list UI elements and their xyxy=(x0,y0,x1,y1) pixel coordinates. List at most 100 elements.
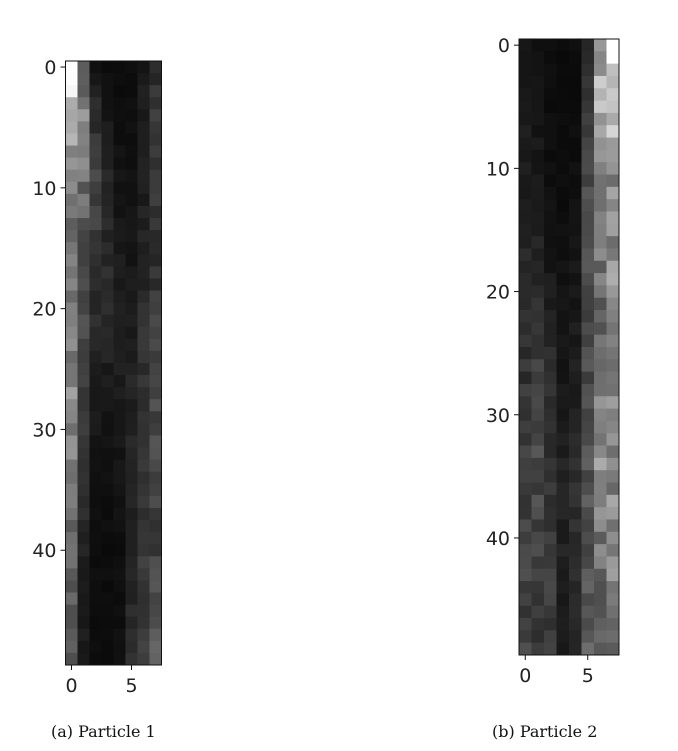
heatmap-cell xyxy=(556,162,570,175)
heatmap-cell xyxy=(77,205,90,219)
heatmap-cell xyxy=(125,640,138,654)
heatmap-cell xyxy=(556,371,570,385)
heatmap-cell xyxy=(606,457,620,471)
heatmap-cell xyxy=(544,63,557,77)
heatmap-cell xyxy=(77,109,90,122)
heatmap-cell xyxy=(137,399,150,412)
heatmap-cell xyxy=(606,433,620,446)
heatmap-cell xyxy=(65,230,78,243)
heatmap-cell xyxy=(594,51,607,65)
heatmap-cell xyxy=(101,338,114,352)
heatmap-cell xyxy=(556,383,570,397)
heatmap-cell xyxy=(594,112,607,126)
heatmap-cell xyxy=(519,199,532,212)
heatmap-cell xyxy=(569,88,582,101)
heatmap-cell xyxy=(581,556,595,570)
heatmap-cell xyxy=(89,411,102,424)
heatmap-cell xyxy=(531,618,545,631)
heatmap-cell xyxy=(89,532,102,545)
heatmap-cell xyxy=(149,544,162,557)
heatmap-cell xyxy=(606,556,620,570)
heatmap-cell xyxy=(581,642,595,656)
heatmap-cell xyxy=(125,375,138,388)
heatmap-cell xyxy=(531,371,545,385)
heatmap-cell xyxy=(531,88,545,101)
heatmap-cell xyxy=(125,121,138,134)
heatmap-cell xyxy=(544,507,557,520)
heatmap-cell xyxy=(606,408,620,422)
heatmap-cell xyxy=(544,494,557,508)
heatmap-cell xyxy=(77,411,90,424)
heatmap-cell xyxy=(65,604,78,618)
heatmap-cell xyxy=(569,39,582,52)
heatmap-cell xyxy=(137,459,150,473)
heatmap-cell xyxy=(101,242,114,255)
heatmap-cell xyxy=(544,285,557,299)
heatmap-cell xyxy=(544,642,557,656)
heatmap-cell xyxy=(606,149,620,163)
heatmap-cell xyxy=(544,125,557,138)
heatmap-cell xyxy=(544,186,557,200)
heatmap-cell xyxy=(137,580,150,593)
heatmap-cell xyxy=(519,618,532,631)
heatmap-cell xyxy=(519,593,532,607)
heatmap-cell xyxy=(594,581,607,594)
heatmap-cell xyxy=(519,544,532,557)
heatmap-cell xyxy=(581,630,595,644)
heatmap-cell xyxy=(519,236,532,249)
heatmap-cell xyxy=(113,544,126,557)
heatmap-cell xyxy=(556,186,570,200)
heatmap-cell xyxy=(65,242,78,255)
heatmap-cell xyxy=(594,125,607,138)
heatmap-cell xyxy=(101,628,114,642)
heatmap-cell xyxy=(569,347,582,360)
heatmap-cell xyxy=(113,169,126,183)
heatmap-cell xyxy=(544,100,557,114)
heatmap-cell xyxy=(531,470,545,483)
heatmap-cell xyxy=(113,133,126,146)
heatmap-cell xyxy=(556,531,570,545)
heatmap-cell xyxy=(544,359,557,373)
heatmap-cell xyxy=(544,420,557,434)
heatmap-cell xyxy=(519,568,532,582)
heatmap-cell xyxy=(125,157,138,171)
heatmap-cell xyxy=(531,63,545,77)
heatmap-cell xyxy=(531,186,545,200)
heatmap-panel-particle-1: 0 10 20 30 40 0 5 xyxy=(32,57,162,697)
heatmap-cell xyxy=(544,482,557,496)
heatmap-cell xyxy=(544,223,557,237)
heatmap-cell xyxy=(149,266,162,279)
heatmap-cell xyxy=(569,162,582,175)
heatmap-cell xyxy=(137,471,150,485)
heatmap-cell xyxy=(606,112,620,126)
heatmap-cell xyxy=(65,145,78,159)
heatmap-cell xyxy=(519,630,532,644)
heatmap-cell xyxy=(149,435,162,448)
heatmap-cell xyxy=(594,347,607,360)
heatmap-cell xyxy=(581,285,595,299)
heatmap-cell xyxy=(594,260,607,274)
heatmap-cell xyxy=(594,137,607,151)
heatmap-cell xyxy=(569,568,582,582)
heatmap-cell xyxy=(519,149,532,163)
heatmap-cell xyxy=(77,556,90,569)
heatmap-cell xyxy=(65,399,78,412)
heatmap-cell xyxy=(581,494,595,508)
heatmap-cell xyxy=(519,137,532,151)
heatmap-cell xyxy=(65,520,78,533)
heatmap-cell xyxy=(531,100,545,114)
heatmap-cell xyxy=(101,181,114,195)
heatmap-cell xyxy=(89,604,102,618)
heatmap-cell xyxy=(519,322,532,336)
heatmap-cell xyxy=(125,169,138,183)
heatmap-cell xyxy=(149,193,162,207)
heatmap-cell xyxy=(137,133,150,146)
heatmap-cell xyxy=(137,604,150,618)
heatmap-cell xyxy=(65,133,78,146)
heatmap-cell xyxy=(581,310,595,323)
heatmap-cell xyxy=(149,423,162,436)
heatmap-cell xyxy=(101,314,114,328)
heatmap-cell xyxy=(531,457,545,471)
heatmap-cell xyxy=(581,420,595,434)
heatmap-cell xyxy=(606,470,620,483)
